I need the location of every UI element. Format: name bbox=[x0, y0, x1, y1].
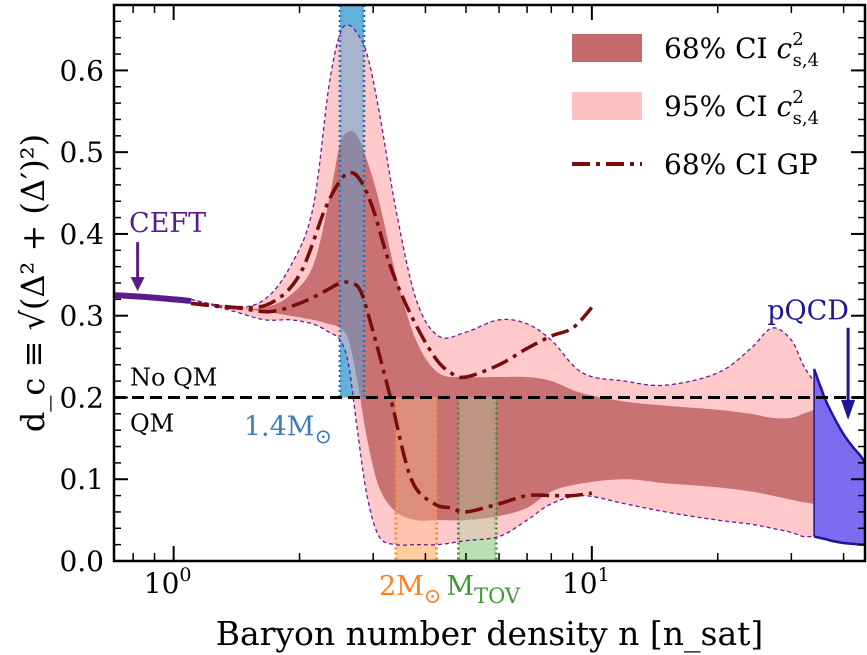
legend-swatch-ci95 bbox=[572, 92, 642, 120]
legend-label-sym-ci68: c bbox=[777, 32, 793, 65]
x-tick-base-0: 10 bbox=[144, 567, 180, 600]
mass-band-mtov-overlay bbox=[458, 397, 497, 561]
y-tick-label-4: 0.4 bbox=[59, 218, 104, 251]
x-axis-label: Baryon number density n [n_sat] bbox=[216, 614, 764, 654]
mass-band-m14-overlay bbox=[340, 5, 364, 398]
mass-band-label-main-mtov: M bbox=[446, 571, 474, 602]
mass-band-label-m14: 1.4M⊙ bbox=[244, 411, 332, 448]
gp-lower-line bbox=[190, 280, 593, 514]
mass-band-label-symbol-m14: ⊙ bbox=[314, 424, 332, 448]
legend-label-main-ci95: 95% CI bbox=[664, 90, 777, 123]
mass-band-lines bbox=[338, 5, 498, 561]
pqcd-label: pQCD bbox=[767, 296, 849, 327]
legend-label-sup-ci68: 2 bbox=[792, 29, 803, 50]
legend-label-sym-ci95: c bbox=[777, 90, 793, 123]
y-tick-label-2: 0.2 bbox=[59, 381, 104, 414]
series-lines bbox=[114, 24, 865, 546]
y-tick-label-6: 0.6 bbox=[59, 54, 104, 87]
gp-upper-line bbox=[190, 170, 594, 380]
pqcd-area bbox=[814, 368, 865, 545]
y-axis-label: d_c ≡ √(Δ² + (Δ′)²) bbox=[14, 134, 52, 432]
mass-band-label-sub-mtov: TOV bbox=[474, 584, 521, 608]
ci68-area bbox=[191, 131, 825, 521]
legend-label-main-ci68: 68% CI bbox=[664, 32, 777, 65]
threshold-label-below: QM bbox=[130, 409, 174, 437]
y-tick-label-3: 0.3 bbox=[59, 300, 104, 333]
y-tick-label-5: 0.5 bbox=[59, 136, 104, 169]
x-tick-base-1: 10 bbox=[562, 567, 598, 600]
mass-band-m2-overlay bbox=[395, 397, 437, 561]
mass-band-label-m2: 2M⊙ bbox=[379, 571, 441, 608]
legend-label-gp: 68% CI GP bbox=[664, 148, 818, 181]
y-tick-label-0: 0.0 bbox=[59, 545, 104, 578]
mass-band-label-mtov: MTOV bbox=[446, 571, 521, 608]
ci95-lower-edge bbox=[190, 298, 825, 546]
mass-band-label-main-m14: 1.4M bbox=[244, 411, 315, 442]
pqcd-arrow-head bbox=[841, 399, 856, 420]
legend-label-main-gp: 68% CI GP bbox=[664, 148, 818, 181]
legend: 68% CI c2 s,495% CI c2 s,468% CI GP bbox=[572, 29, 819, 181]
cefft-line bbox=[114, 292, 192, 304]
legend-swatch-ci68 bbox=[572, 34, 642, 62]
legend-label-sub-ci95: s,4 bbox=[793, 108, 819, 129]
ci-areas bbox=[191, 25, 825, 546]
x-tick-exp-0: 0 bbox=[179, 564, 191, 586]
cefft-label: CEFT bbox=[129, 208, 206, 239]
legend-label-ci95: 95% CI c2 s,4 bbox=[664, 87, 819, 129]
x-tick-label-1: 101 bbox=[562, 564, 610, 600]
threshold-label-above: No QM bbox=[130, 363, 217, 391]
mass-band-label-main-m2: 2M bbox=[379, 571, 424, 602]
legend-label-sup-ci95: 2 bbox=[792, 87, 803, 108]
legend-label-ci68: 68% CI c2 s,4 bbox=[664, 29, 819, 71]
cefft-arrow-head bbox=[130, 277, 145, 292]
y-tick-label-1: 0.1 bbox=[59, 463, 104, 496]
mass-band-label-symbol-m2: ⊙ bbox=[424, 584, 442, 608]
x-tick-label-0: 100 bbox=[144, 564, 192, 600]
legend-label-sub-ci68: s,4 bbox=[793, 50, 819, 71]
ci95-upper-edge bbox=[190, 24, 825, 390]
x-tick-exp-1: 1 bbox=[598, 564, 610, 586]
